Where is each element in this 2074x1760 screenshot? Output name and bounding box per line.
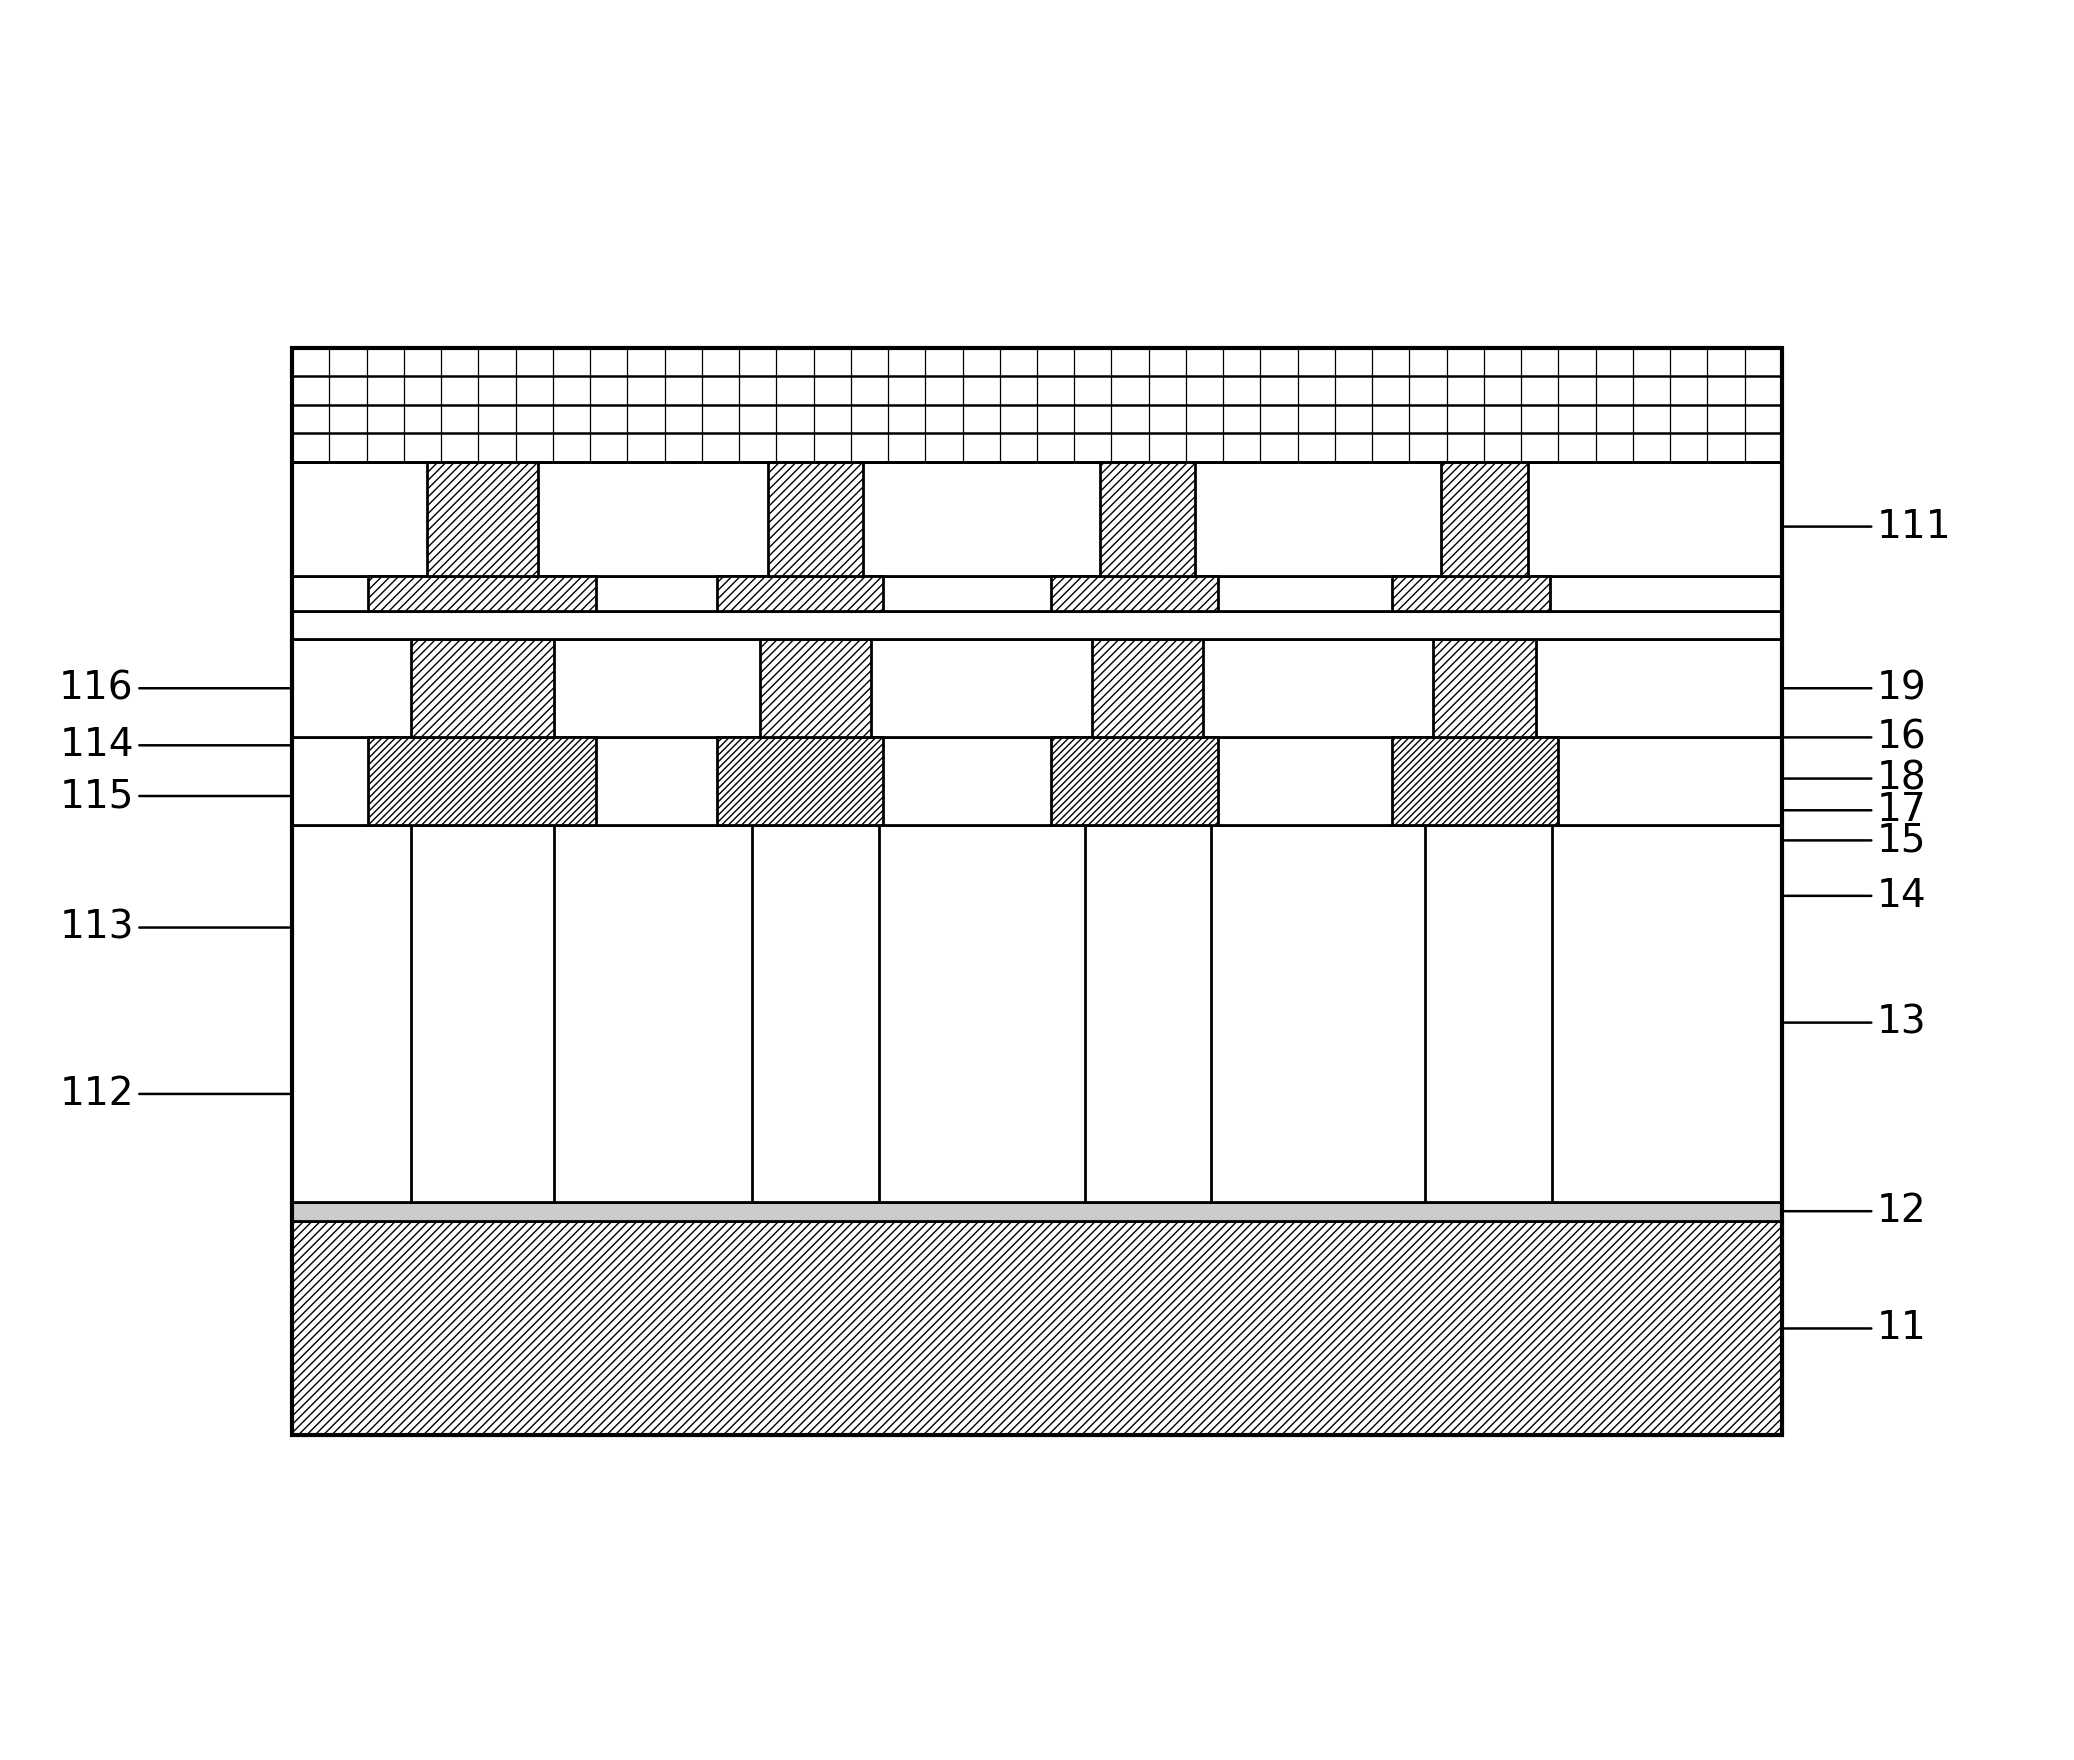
Bar: [411, 639, 554, 737]
Bar: [767, 461, 863, 576]
Text: 14: 14: [1784, 876, 1927, 915]
Bar: [1433, 639, 1537, 737]
Text: 114: 114: [60, 727, 290, 764]
Bar: [292, 611, 1782, 639]
Bar: [1101, 461, 1195, 576]
Text: 18: 18: [1784, 760, 1927, 797]
Text: 15: 15: [1784, 822, 1927, 859]
Bar: [292, 1221, 1782, 1434]
Bar: [292, 824, 1782, 1202]
Text: 19: 19: [1784, 669, 1927, 708]
Bar: [1441, 461, 1529, 576]
Bar: [718, 576, 884, 611]
Bar: [369, 737, 597, 824]
Bar: [759, 639, 871, 737]
Text: 112: 112: [60, 1075, 290, 1112]
Bar: [292, 461, 1782, 576]
Bar: [1392, 576, 1551, 611]
Bar: [292, 347, 1782, 1434]
Bar: [1392, 737, 1558, 824]
Bar: [1425, 824, 1551, 1202]
Bar: [292, 347, 1782, 461]
Bar: [1052, 737, 1217, 824]
Bar: [718, 737, 884, 824]
Text: 116: 116: [58, 669, 290, 708]
Text: 11: 11: [1784, 1309, 1927, 1348]
Text: 12: 12: [1784, 1192, 1927, 1230]
Bar: [369, 576, 597, 611]
Bar: [1052, 576, 1217, 611]
Bar: [292, 576, 1782, 611]
Text: 115: 115: [60, 776, 290, 815]
Bar: [1093, 639, 1203, 737]
Bar: [427, 461, 537, 576]
Bar: [1085, 824, 1211, 1202]
Bar: [292, 737, 1782, 824]
Text: 17: 17: [1784, 792, 1927, 829]
Bar: [411, 824, 554, 1202]
Bar: [751, 824, 879, 1202]
Bar: [292, 639, 1782, 737]
Text: 111: 111: [1784, 507, 1952, 546]
Bar: [292, 1202, 1782, 1221]
Text: 113: 113: [60, 908, 290, 947]
Text: 13: 13: [1784, 1003, 1927, 1042]
Text: 16: 16: [1784, 718, 1927, 757]
